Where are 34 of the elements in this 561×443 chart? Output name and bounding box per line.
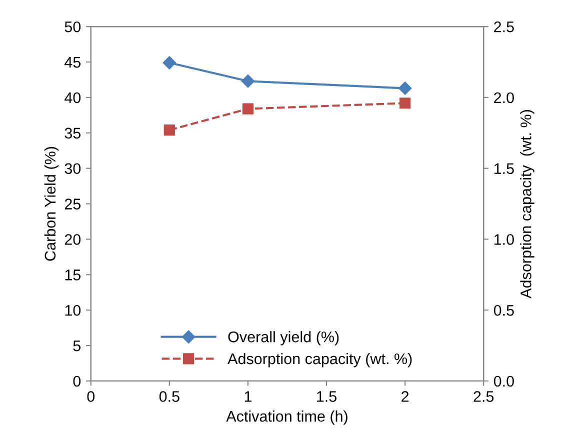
x-tick-label: 2.5 (474, 391, 494, 402)
y-tick-label: 25 (64, 198, 81, 210)
y2-tick-label: 1.0 (494, 234, 514, 245)
y-tick-label: 40 (64, 92, 81, 104)
point (164, 124, 175, 136)
point (398, 82, 412, 95)
point (162, 56, 176, 70)
y-tick-label: 10 (65, 304, 81, 316)
y-tick-label: 45 (64, 57, 81, 68)
y2-tick-label: 0.0 (494, 376, 514, 387)
y-tick-label: 35 (64, 128, 81, 139)
y2-axis-title: Adsorption capacity (wt. %) (520, 110, 534, 298)
y2-tick-label: 2.5 (494, 21, 514, 32)
y-tick-label: 30 (64, 163, 81, 174)
point (241, 74, 255, 88)
x-tick-label: 1.5 (317, 391, 336, 402)
legend-label: Overall yield (%) (228, 331, 339, 346)
y-tick-label: 0 (73, 376, 81, 387)
y2-tick-label: 1.5 (494, 163, 514, 174)
y2-tick-label: 2.0 (494, 92, 514, 104)
y-tick-label: 50 (64, 21, 81, 32)
y-tick-label: 15 (65, 270, 81, 280)
y-tick-label: 5 (73, 340, 81, 352)
point (242, 103, 254, 114)
legend-label: Adsorption capacity (wt. %) (228, 352, 412, 368)
x-tick-label: 1 (244, 391, 252, 402)
x-tick-label: 0 (87, 391, 95, 402)
x-tick-label: 0.5 (159, 391, 180, 402)
y-tick-label: 20 (64, 234, 81, 245)
y2-tick-label: 0.5 (494, 304, 514, 316)
x-tick-label: 2 (402, 391, 409, 402)
point (399, 98, 411, 109)
y-axis-title: Carbon Yield (%) (44, 146, 59, 261)
x-axis-title: Activation time (h) (226, 410, 348, 425)
